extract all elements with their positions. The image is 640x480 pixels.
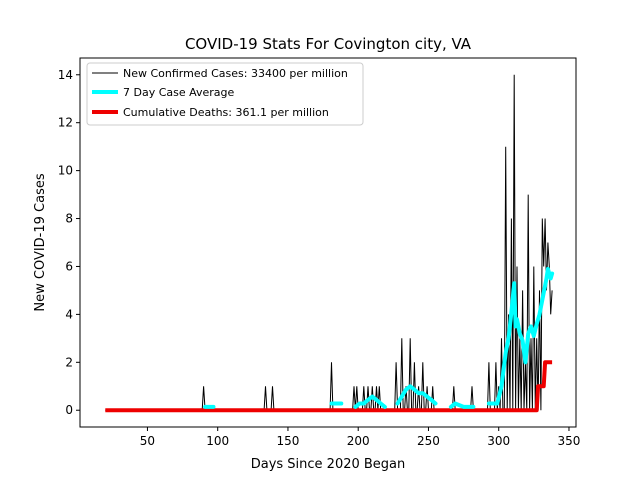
plot-frame: [79, 57, 577, 428]
series-layer: [105, 74, 555, 413]
legend-label-cumulative-deaths: Cumulative Deaths: 361.1 per million: [123, 106, 329, 119]
y-axis-ticks: 0 2 4 6 8 10 12 14: [58, 68, 80, 417]
y-tick-label: 2: [65, 355, 73, 369]
y-tick-label: 10: [58, 164, 73, 178]
legend-frame: [86, 62, 364, 126]
series-7-day-average: [395, 384, 438, 406]
series-cumulative-deaths: [105, 360, 553, 413]
x-tick-label: 250: [417, 434, 440, 448]
y-tick-label: 0: [65, 403, 73, 417]
x-axis-label: Days Since 2020 Began: [251, 457, 406, 472]
series-7-day-average: [353, 394, 387, 409]
y-axis-label: New COVID-19 Cases: [33, 173, 48, 311]
y-tick-label: 12: [58, 116, 73, 130]
legend: New Confirmed Cases: 33400 per million 7…: [86, 62, 364, 126]
series-7-day-average: [486, 266, 555, 406]
legend-label-7-day-average: 7 Day Case Average: [123, 86, 235, 99]
x-tick-label: 50: [140, 434, 155, 448]
x-tick-label: 150: [277, 434, 300, 448]
x-axis-ticks: 50 100 150 200 250 300 350: [140, 427, 581, 448]
y-tick-label: 4: [65, 307, 73, 321]
x-tick-label: 350: [558, 434, 581, 448]
x-tick-label: 300: [487, 434, 510, 448]
chart-title: COVID-19 Stats For Covington city, VA: [185, 35, 472, 53]
y-tick-label: 14: [58, 68, 73, 82]
y-tick-label: 8: [65, 212, 73, 226]
y-tick-label: 6: [65, 259, 73, 273]
x-tick-label: 200: [347, 434, 370, 448]
legend-label-new-cases: New Confirmed Cases: 33400 per million: [123, 67, 348, 80]
x-tick-label: 100: [206, 434, 229, 448]
series-7-day-average: [448, 401, 476, 409]
